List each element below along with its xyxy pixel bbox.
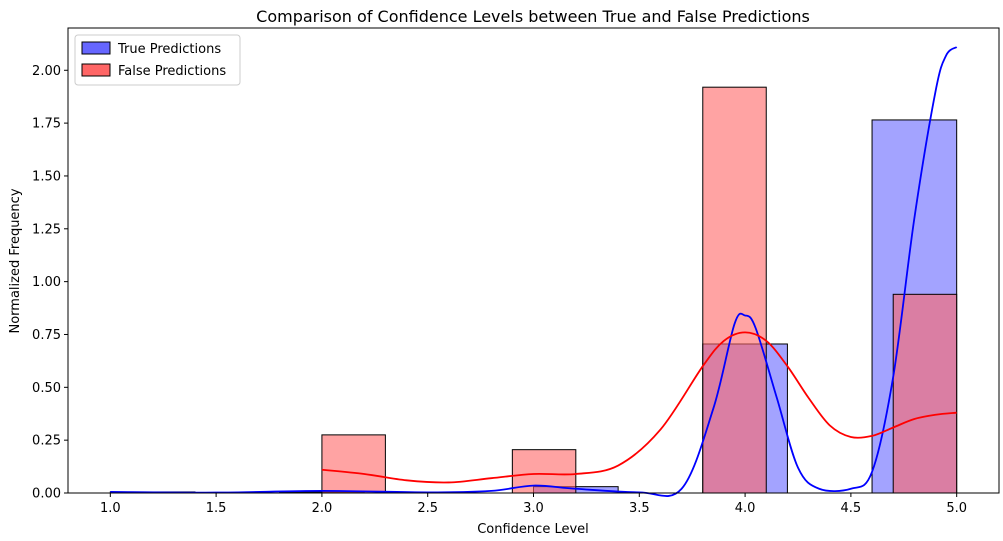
y-tick-label: 0.25: [32, 434, 61, 449]
y-tick-label: 1.00: [32, 275, 61, 290]
y-axis: 0.00 0.25 0.50 0.75 1.00 1.25 1.50 1.75 2.00: [32, 64, 68, 502]
legend-swatch-false: [81, 63, 111, 77]
x-tick-label: 2.5: [417, 501, 438, 516]
x-tick-label: 1.0: [100, 501, 121, 516]
legend-label-false: False Predictions: [118, 64, 226, 79]
legend-swatch-true: [81, 41, 111, 55]
x-tick-label: 5.0: [946, 501, 967, 516]
x-tick-label: 3.0: [523, 501, 544, 516]
x-tick-label: 1.5: [206, 501, 227, 516]
x-axis-label: Confidence Level: [477, 522, 589, 537]
legend-frame: [74, 34, 241, 86]
x-axis: 1.0 1.5 2.0 2.5 3.0 3.5 4.0 4.5 5.0: [100, 493, 967, 516]
y-tick-label: 1.75: [32, 117, 61, 132]
x-tick-label: 4.0: [735, 501, 756, 516]
bar-false-6: [702, 86, 767, 494]
bar-false-0: [321, 434, 386, 494]
y-tick-label: 1.25: [32, 222, 61, 237]
chart-title: Comparison of Confidence Levels between …: [256, 7, 810, 26]
legend-label-true: True Predictions: [117, 42, 221, 57]
legend: True Predictions False Predictions: [74, 34, 241, 86]
x-tick-label: 4.5: [841, 501, 862, 516]
x-tick-label: 3.5: [629, 501, 650, 516]
kde-line-true: [110, 46, 958, 497]
y-tick-label: 1.50: [32, 169, 61, 184]
y-tick-label: 0.50: [32, 381, 61, 396]
y-tick-label: 2.00: [32, 64, 61, 79]
x-tick-label: 2.0: [312, 501, 333, 516]
y-tick-label: 0.00: [32, 487, 61, 502]
plot-frame: [67, 27, 1000, 494]
bar-false-9: [892, 293, 958, 494]
y-tick-label: 0.75: [32, 328, 61, 343]
y-axis-label: Normalized Frequency: [8, 188, 23, 333]
kde-line-false: [321, 331, 957, 484]
plot-area: [109, 46, 958, 497]
